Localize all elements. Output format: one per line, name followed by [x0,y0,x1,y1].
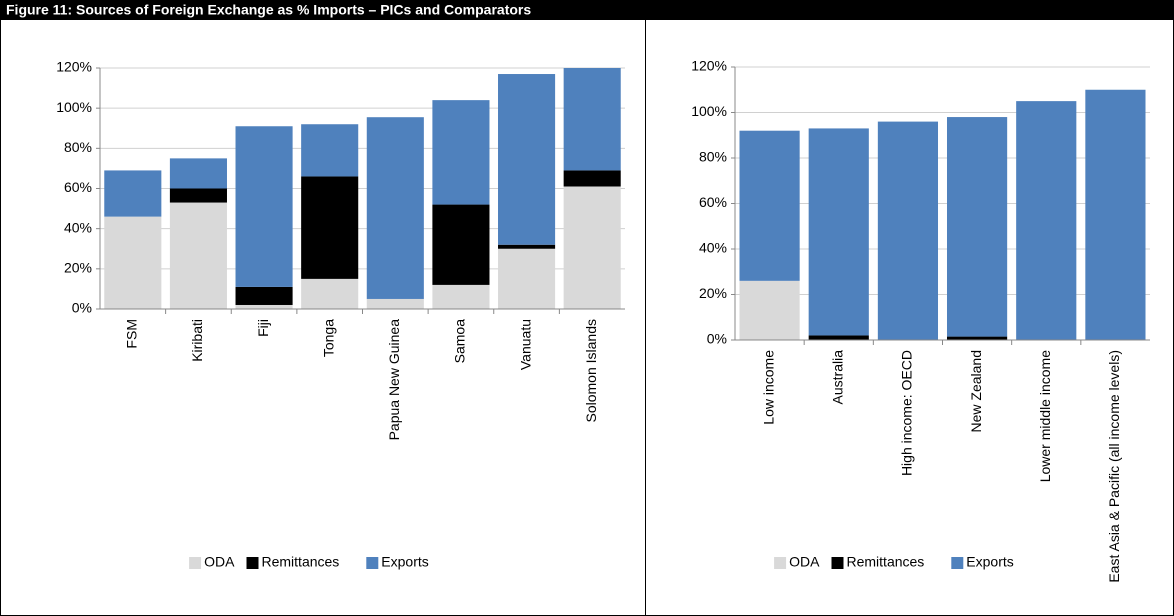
bar-segment [563,170,621,187]
bar-segment [808,335,869,340]
y-tick-label: 80% [699,149,727,165]
legend-label: Exports [381,554,428,570]
bar-segment [366,117,424,299]
y-tick-label: 120% [56,59,92,75]
bar-segment [739,280,800,340]
x-tick-label: New Zealand [968,350,984,433]
bar-segment [808,128,869,336]
bar-segment [946,117,1008,337]
y-tick-label: 100% [691,103,727,119]
x-tick-label: Low income [760,350,776,425]
legend-label: Exports [966,554,1013,570]
y-tick-label: 100% [56,99,92,115]
y-tick-label: 40% [699,240,727,256]
bar-segment [235,126,293,287]
bar-segment [432,284,490,309]
x-tick-label: Australia [829,350,845,405]
y-tick-label: 0% [707,331,727,347]
legend-swatch [366,557,379,569]
x-tick-label: Tonga [320,319,336,357]
x-tick-label: Lower middle income [1037,350,1053,482]
bar-segment [877,121,939,340]
bar-segment [301,176,359,279]
bar-segment [301,278,359,309]
bar-segment [366,298,424,309]
y-tick-label: 20% [64,260,92,276]
bar-segment [498,244,556,249]
legend-label: ODA [204,554,235,570]
bar-segment [235,286,293,305]
legend-swatch [774,557,787,569]
bar-segment [563,68,621,171]
x-tick-label: Samoa [452,319,468,364]
bar-segment [235,304,293,309]
bar-segment [104,216,162,309]
legend-label: Remittances [262,554,340,570]
bar-segment [946,336,1008,340]
y-tick-label: 60% [699,194,727,210]
bar-segment [104,170,162,217]
x-tick-label: Kiribati [189,319,205,362]
bar-segment [432,204,490,285]
bar-segment [739,130,800,281]
legend-swatch [189,557,202,569]
y-tick-label: 80% [64,139,92,155]
x-tick-label: High income: OECD [899,350,915,476]
y-tick-label: 0% [72,300,92,316]
y-tick-label: 40% [64,219,92,235]
legend-label: ODA [789,554,820,570]
bar-segment [169,188,227,203]
legend-swatch [246,557,259,569]
x-tick-label: Vanuatu [517,319,533,370]
y-tick-label: 120% [691,58,727,74]
bar-segment [498,74,556,245]
x-tick-label: FSM [124,319,140,349]
y-tick-label: 60% [64,179,92,195]
bar-segment [1085,89,1146,340]
legend-label: Remittances [847,554,925,570]
bar-segment [169,202,227,309]
legend-swatch [831,557,844,569]
header-bar [0,0,1174,20]
bar-segment [432,100,490,205]
bar-segment [1016,101,1077,340]
bar-segment [169,158,227,189]
bar-segment [563,186,621,309]
x-tick-label: East Asia & Pacific (all income levels) [1106,350,1122,583]
legend-swatch [951,557,964,569]
figure-title: Figure 11: Sources of Foreign Exchange a… [6,2,531,18]
y-tick-label: 20% [699,285,727,301]
bar-segment [301,124,359,177]
x-tick-label: Fiji [255,319,271,337]
bar-segment [498,248,556,309]
x-tick-label: Papua New Guinea [386,319,402,441]
x-tick-label: Solomon Islands [583,319,599,423]
